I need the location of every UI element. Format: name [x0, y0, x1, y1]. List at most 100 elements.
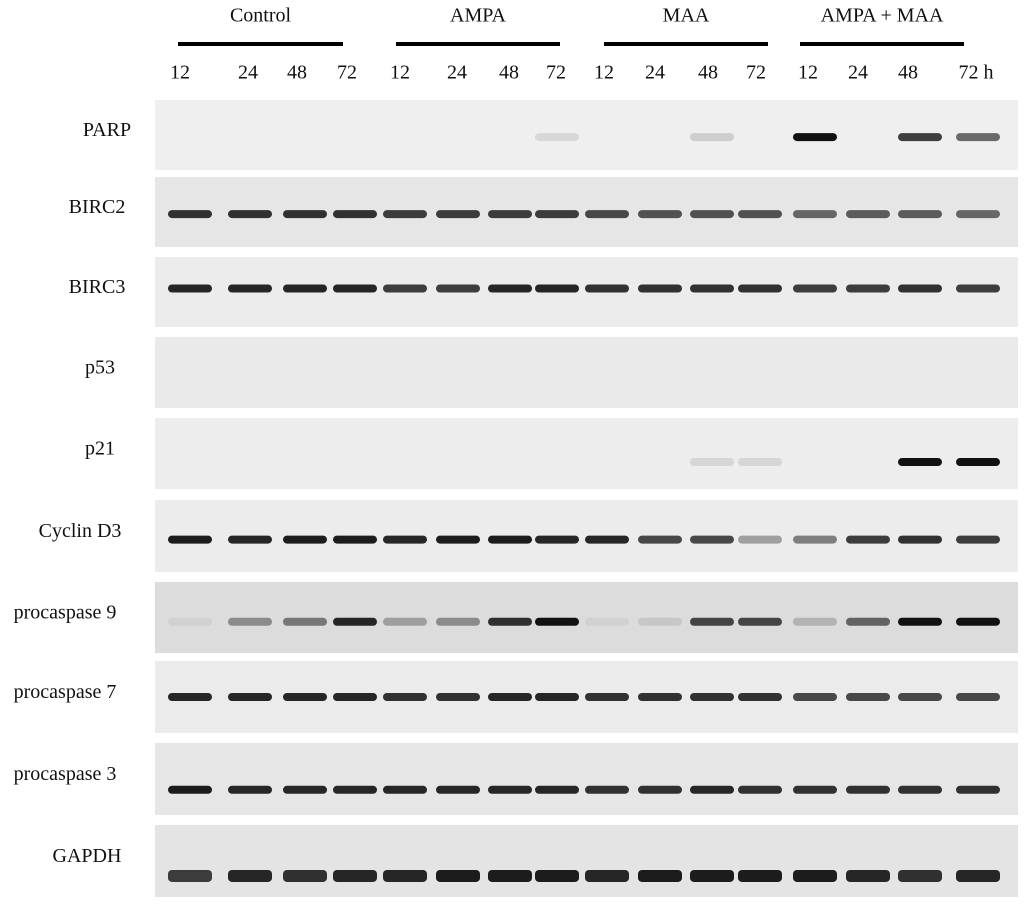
blot-panel [155, 582, 1018, 653]
band [283, 617, 327, 626]
band [228, 210, 272, 219]
group-label: AMPA + MAA [821, 5, 944, 27]
band [283, 693, 327, 701]
blot-panel [155, 825, 1018, 897]
time-label: 72 [546, 62, 566, 84]
blot-panel [155, 418, 1018, 489]
band [333, 617, 377, 626]
band [436, 617, 480, 626]
band [690, 458, 734, 467]
band [168, 535, 212, 544]
band [956, 617, 1000, 626]
band [488, 693, 532, 701]
time-label: 12 [390, 62, 410, 84]
band [333, 535, 377, 544]
band [793, 617, 837, 626]
band [488, 617, 532, 626]
row-label: PARP [83, 119, 131, 141]
time-label: 72 [746, 62, 766, 84]
band [846, 693, 890, 701]
band [488, 210, 532, 219]
blot-panel [155, 500, 1018, 572]
blot-panel [155, 257, 1018, 327]
band [436, 535, 480, 544]
band [690, 535, 734, 544]
band [535, 284, 579, 293]
band [898, 210, 942, 219]
band [956, 869, 1000, 882]
row-label: BIRC3 [69, 276, 126, 298]
band [383, 869, 427, 882]
group-label: AMPA [450, 5, 507, 27]
band [690, 785, 734, 794]
time-label: 72 h [959, 62, 994, 84]
time-label: 12 [798, 62, 818, 84]
band [690, 133, 734, 142]
band [956, 210, 1000, 219]
band [793, 869, 837, 882]
band [956, 785, 1000, 794]
band [535, 693, 579, 701]
band [638, 693, 682, 701]
band [535, 133, 579, 142]
band [846, 210, 890, 219]
band [535, 785, 579, 794]
blot-panel [155, 100, 1018, 170]
group-label: MAA [663, 5, 710, 27]
band [283, 785, 327, 794]
band [846, 535, 890, 544]
band [283, 535, 327, 544]
band [436, 693, 480, 701]
time-label: 24 [848, 62, 868, 84]
band [228, 284, 272, 293]
band [383, 693, 427, 701]
band [638, 535, 682, 544]
band [168, 869, 212, 882]
band [898, 535, 942, 544]
band [956, 458, 1000, 467]
band [898, 693, 942, 701]
band [846, 284, 890, 293]
band [436, 210, 480, 219]
band [228, 869, 272, 882]
band [585, 869, 629, 882]
band [638, 284, 682, 293]
row-label: p53 [85, 357, 115, 379]
time-label: 72 [337, 62, 357, 84]
blot-panel [155, 337, 1018, 408]
row-label: procaspase 9 [14, 602, 117, 624]
band [488, 535, 532, 544]
band [535, 617, 579, 626]
band [585, 210, 629, 219]
band [638, 617, 682, 626]
row-label: p21 [85, 438, 115, 460]
band [168, 210, 212, 219]
time-label: 48 [898, 62, 918, 84]
time-label: 12 [170, 62, 190, 84]
band [488, 284, 532, 293]
band [168, 617, 212, 626]
band [333, 210, 377, 219]
band [898, 284, 942, 293]
band [793, 210, 837, 219]
band [738, 785, 782, 794]
band [793, 785, 837, 794]
band [168, 693, 212, 701]
band [333, 284, 377, 293]
band [738, 617, 782, 626]
band [793, 133, 837, 142]
band [283, 284, 327, 293]
band [333, 693, 377, 701]
row-label: Cyclin D3 [39, 520, 122, 542]
band [898, 617, 942, 626]
band [535, 210, 579, 219]
band [638, 869, 682, 882]
time-label: 48 [287, 62, 307, 84]
band [690, 617, 734, 626]
band [383, 535, 427, 544]
band [383, 284, 427, 293]
band [333, 869, 377, 882]
band [690, 284, 734, 293]
band [738, 535, 782, 544]
row-label: procaspase 3 [14, 763, 117, 785]
